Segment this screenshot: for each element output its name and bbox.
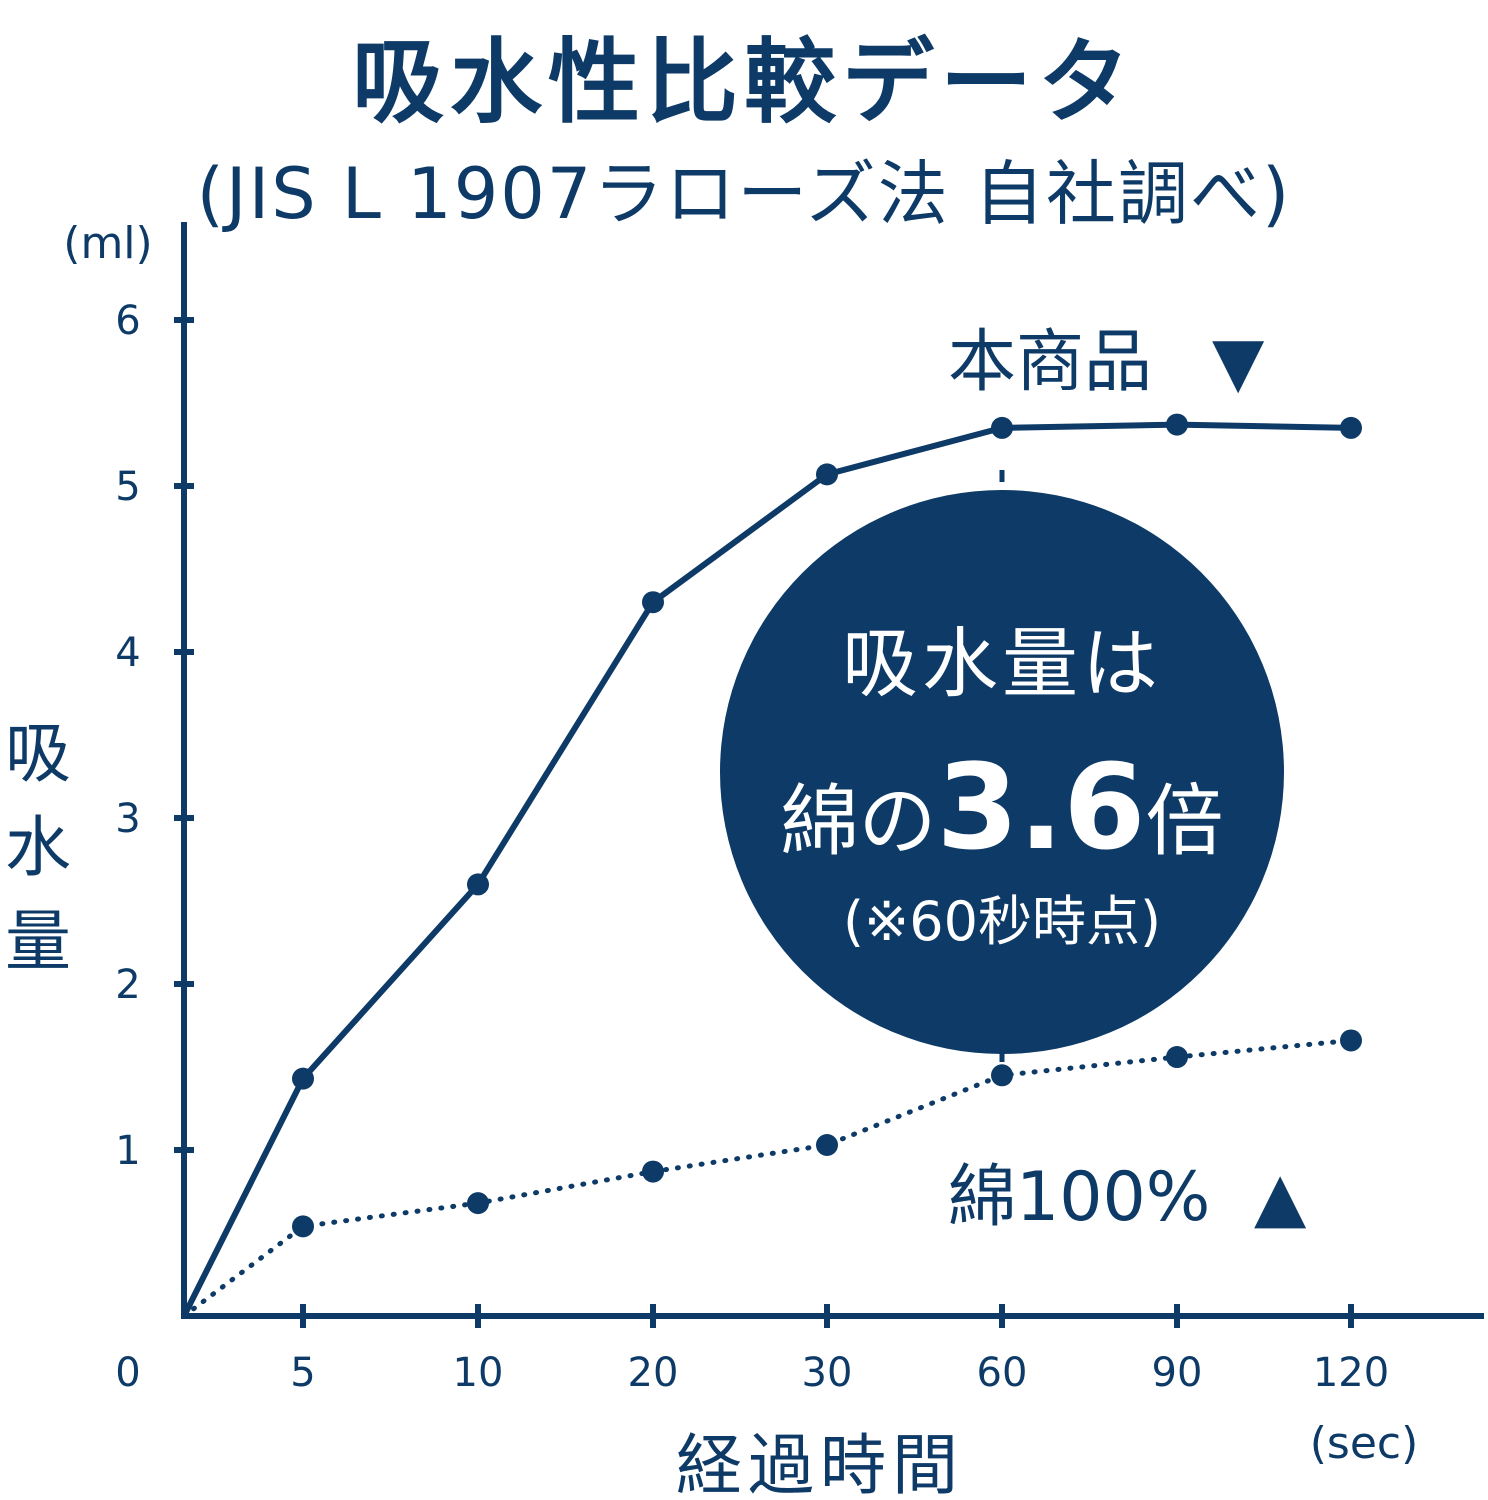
legend-cotton-marker: ▲ [1254,1158,1307,1237]
y-tick-label-1: 1 [115,1128,140,1174]
y-axis-title-char: 吸 [5,715,71,792]
legend-cotton-label: 綿100% [948,1158,1210,1237]
badge-line-2-prefix: 綿の [780,777,936,867]
series-layer [181,413,1362,1319]
data-point-1-10 [467,1192,489,1215]
badge-line-2-value: 3.6 [936,738,1145,876]
x-axis-title: 経過時間 [676,1427,964,1500]
y-tick-label-2: 2 [115,962,140,1008]
y-axis-title-char: 水 [5,809,71,886]
badge-line-2: 綿の3.6倍 [780,738,1223,876]
y-tick-label-5: 5 [115,464,140,510]
x-origin-label: 0 [115,1350,140,1396]
x-tick-label-120: 120 [1313,1350,1389,1396]
y-tick-label-4: 4 [115,630,140,676]
badge-line-1: 吸水量は [842,619,1162,708]
data-point-1-120 [1340,1029,1362,1052]
legend-cotton: 綿100% ▲ [948,1158,1307,1237]
data-point-1-30 [816,1134,838,1157]
legend-product: 本商品 ▼ [948,323,1265,402]
data-point-0-10 [467,873,489,896]
data-point-1-90 [1166,1046,1188,1069]
legend-product-label: 本商品 [948,323,1152,402]
data-point-1-20 [642,1160,664,1183]
axis-ticks: 1 2 3 4 5 6 5 10 20 30 60 90 120 [115,298,1389,1396]
data-point-0-60 [991,416,1013,439]
data-point-0-5 [292,1067,314,1090]
data-point-1-5 [292,1215,314,1238]
badge-line-3: (※60秒時点) [843,890,1161,953]
data-point-0-120 [1340,416,1362,439]
y-unit-label: (ml) [63,218,152,269]
chart-subtitle: (JIS L 1907ラローズ法 自社調べ) [196,153,1292,235]
data-point-0-20 [642,591,664,614]
x-tick-label-10: 10 [453,1350,504,1396]
data-point-0-30 [816,463,838,486]
x-unit-label: (sec) [1310,1418,1419,1469]
x-tick-label-60: 60 [977,1350,1028,1396]
y-tick-label-6: 6 [115,298,140,344]
series-line-1 [181,1037,1354,1319]
y-axis-title-char: 量 [5,903,71,980]
x-tick-label-90: 90 [1152,1350,1203,1396]
x-tick-label-5: 5 [290,1350,315,1396]
chart-title: 吸水性比較データ [351,29,1136,136]
x-tick-label-30: 30 [802,1350,853,1396]
data-point-0-90 [1166,413,1188,436]
annotation-badge [720,490,1284,1054]
y-tick-label-3: 3 [115,796,140,842]
series-line-0 [181,421,1354,1319]
badge-line-2-suffix: 倍 [1146,777,1224,867]
legend-product-marker: ▼ [1212,323,1265,402]
y-axis-title: 吸水量 [5,715,71,980]
x-tick-label-20: 20 [628,1350,679,1396]
